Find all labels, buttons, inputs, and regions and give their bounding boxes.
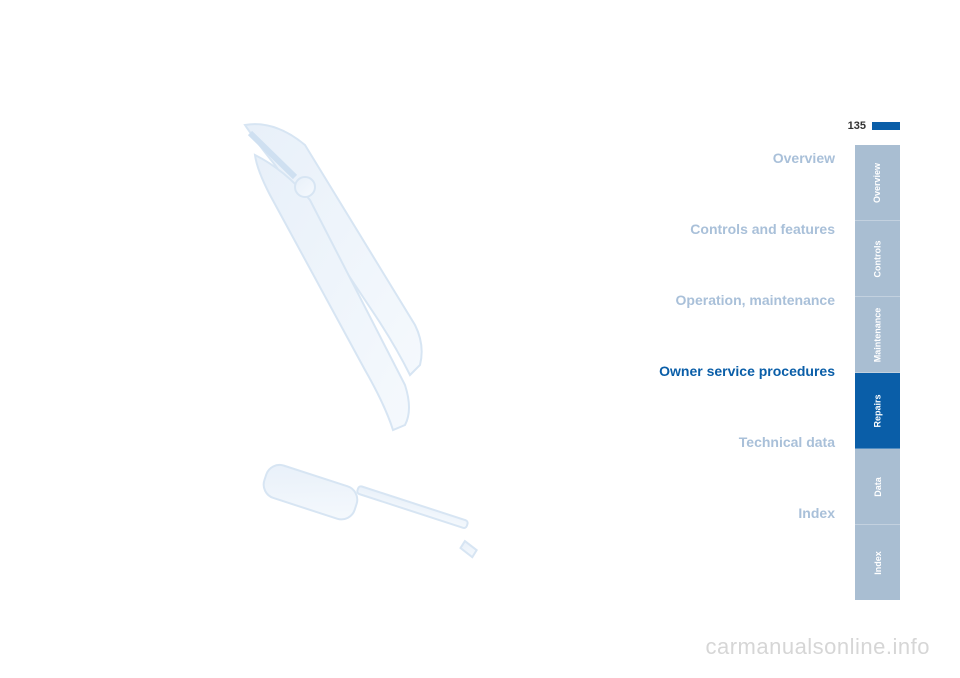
tab-data[interactable]: Data [855, 449, 900, 525]
page-number-row: 135 [848, 120, 900, 132]
tab-repairs-label: Repairs [873, 394, 883, 427]
tab-maintenance-label: Maintenance [873, 307, 883, 362]
page-number: 135 [848, 120, 866, 132]
tab-index-label: Index [872, 551, 882, 575]
watermark: carmanualsonline.info [705, 634, 930, 660]
tab-data-label: Data [872, 477, 882, 497]
tab-index[interactable]: Index [855, 525, 900, 600]
side-tabs: Overview Controls Maintenance Repairs Da… [855, 145, 900, 600]
tab-repairs[interactable]: Repairs [855, 373, 900, 449]
tab-controls-label: Controls [873, 240, 883, 277]
toc-index[interactable]: Index [535, 505, 835, 521]
toc: Overview Controls and features Operation… [535, 150, 835, 521]
tools-illustration [215, 115, 495, 595]
tab-overview-label: Overview [873, 162, 883, 202]
toc-operation-maintenance[interactable]: Operation, maintenance [535, 292, 835, 308]
toc-owner-service-procedures[interactable]: Owner service procedures [535, 363, 835, 379]
toc-controls-and-features[interactable]: Controls and features [535, 221, 835, 237]
tab-maintenance[interactable]: Maintenance [855, 297, 900, 373]
toc-technical-data[interactable]: Technical data [535, 434, 835, 450]
page-number-marker [872, 122, 900, 130]
toc-overview[interactable]: Overview [535, 150, 835, 166]
tab-overview[interactable]: Overview [855, 145, 900, 221]
tab-controls[interactable]: Controls [855, 221, 900, 297]
